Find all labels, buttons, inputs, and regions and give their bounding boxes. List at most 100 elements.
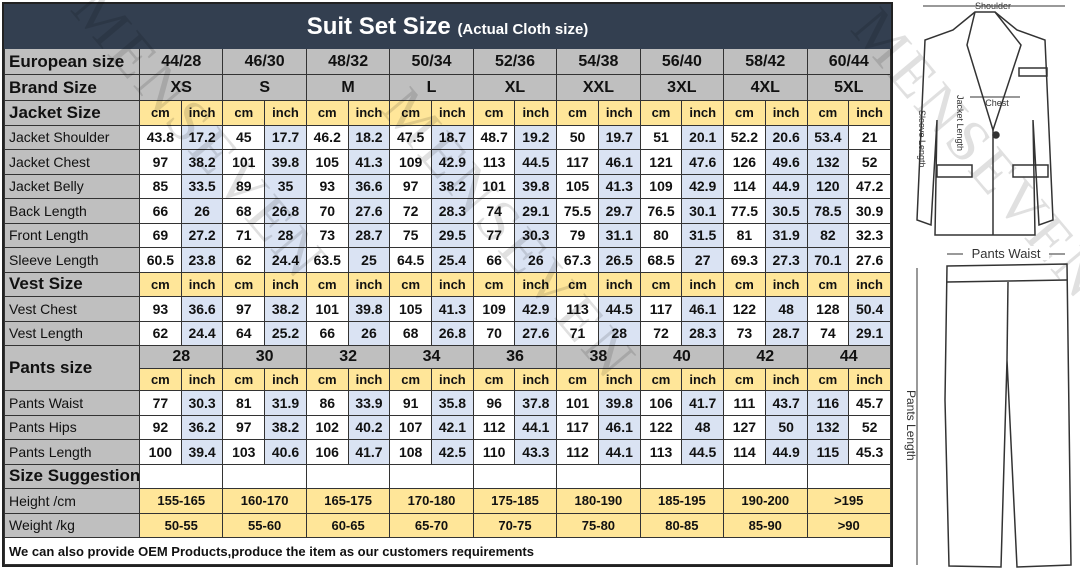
inch-value: 39.8 (264, 149, 307, 175)
unit-cm: cm (472, 367, 516, 391)
brand-size: XL (472, 74, 558, 101)
cm-value: 106 (639, 390, 683, 416)
cm-value: 101 (222, 149, 266, 175)
inch-value: 41.7 (681, 390, 725, 416)
inch-value: 42.1 (431, 414, 474, 440)
inch-value: 28.3 (681, 320, 725, 346)
cm-value: 43.8 (139, 124, 182, 150)
european-size: 48/32 (305, 48, 391, 75)
brand-size: XS (138, 74, 224, 101)
height-range: 165-175 (305, 488, 391, 514)
weight-range: 75-80 (556, 512, 641, 538)
inch-value: 36.2 (180, 414, 224, 440)
cm-value: 47.5 (389, 124, 433, 150)
cm-value: 105 (389, 296, 433, 322)
inch-value: 28.3 (431, 198, 474, 224)
cm-value: 82 (806, 222, 850, 248)
cm-value: 120 (806, 173, 850, 199)
weight-range: 85-90 (723, 512, 808, 538)
brand-size: 4XL (723, 74, 808, 101)
blank-cell (723, 463, 808, 489)
cm-value: 80 (639, 222, 683, 248)
unit-inch: inch (514, 271, 558, 297)
inch-value: 45.3 (848, 439, 891, 465)
inch-value: 50.4 (848, 296, 891, 322)
cm-value: 75 (389, 222, 433, 248)
unit-inch: inch (764, 367, 808, 391)
european-size: 46/30 (222, 48, 307, 75)
inch-value: 39.4 (180, 439, 224, 465)
inch-value: 46.1 (681, 296, 725, 322)
unit-cm: cm (639, 100, 683, 126)
inch-value: 40.6 (264, 439, 307, 465)
inch-value: 40.2 (347, 414, 391, 440)
blank-cell (472, 463, 558, 489)
blank-cell (806, 463, 891, 489)
cm-value: 109 (389, 149, 433, 175)
inch-value: 38.2 (264, 296, 307, 322)
cm-value: 112 (472, 414, 516, 440)
unit-inch: inch (681, 100, 725, 126)
footer-note: We can also provide OEM Products,produce… (4, 537, 891, 565)
cm-value: 111 (723, 390, 766, 416)
cm-value: 66 (305, 320, 349, 346)
title-main: Suit Set Size (306, 12, 451, 40)
inch-value: 28 (264, 222, 307, 248)
inch-value: 44.9 (764, 439, 808, 465)
inch-value: 52 (848, 414, 891, 440)
inch-value: 19.2 (514, 124, 558, 150)
inch-value: 17.2 (180, 124, 224, 150)
unit-cm: cm (389, 100, 433, 126)
table-row: Pants Waist 77 30.3 81 31.9 86 33.9 91 35.8 96 37.… (4, 390, 891, 416)
inch-value: 44.1 (514, 414, 558, 440)
height-label: Height /cm (4, 488, 140, 514)
inch-value: 39.8 (514, 173, 558, 199)
cm-value: 72 (389, 198, 433, 224)
cm-value: 69 (139, 222, 182, 248)
inch-value: 36.6 (347, 173, 391, 199)
cm-value: 89 (222, 173, 266, 199)
cm-value: 46.2 (305, 124, 349, 150)
european-size: 58/42 (723, 48, 808, 75)
inch-value: 35.8 (431, 390, 474, 416)
jacket-length-label: Jacket Length (955, 95, 965, 151)
unit-inch: inch (431, 100, 474, 126)
blank-cell (138, 463, 224, 489)
inch-value: 30.3 (180, 390, 224, 416)
cm-value: 91 (389, 390, 433, 416)
inch-value: 50 (764, 414, 808, 440)
cm-value: 74 (472, 198, 516, 224)
inch-value: 41.3 (597, 173, 641, 199)
cm-value: 70 (305, 198, 349, 224)
unit-inch: inch (264, 367, 307, 391)
cm-value: 51 (639, 124, 683, 150)
inch-value: 31.9 (764, 222, 808, 248)
inch-value: 26 (347, 320, 391, 346)
height-range: 160-170 (222, 488, 307, 514)
european-size: 52/36 (472, 48, 558, 75)
row-label: Pants Hips (4, 414, 140, 440)
cm-value: 67.3 (556, 247, 599, 273)
row-label: Pants Waist (4, 390, 140, 416)
cm-value: 106 (305, 439, 349, 465)
inch-value: 27.2 (180, 222, 224, 248)
blank-cell (639, 463, 725, 489)
inch-value: 42.9 (514, 296, 558, 322)
unit-cm: cm (639, 367, 683, 391)
unit-inch: inch (347, 100, 391, 126)
inch-value: 39.8 (597, 390, 641, 416)
inch-value: 28.7 (764, 320, 808, 346)
weight-range: 55-60 (222, 512, 307, 538)
inch-value: 30.3 (514, 222, 558, 248)
unit-cm: cm (305, 100, 349, 126)
brand-size: 5XL (806, 74, 891, 101)
pants-waist-label: Pants Waist (972, 246, 1041, 261)
blank-cell (222, 463, 307, 489)
inch-value: 49.6 (764, 149, 808, 175)
cm-value: 122 (639, 414, 683, 440)
cm-value: 93 (139, 296, 182, 322)
unit-inch: inch (514, 367, 558, 391)
inch-value: 42.9 (681, 173, 725, 199)
cm-value: 128 (806, 296, 850, 322)
cm-value: 109 (472, 296, 516, 322)
